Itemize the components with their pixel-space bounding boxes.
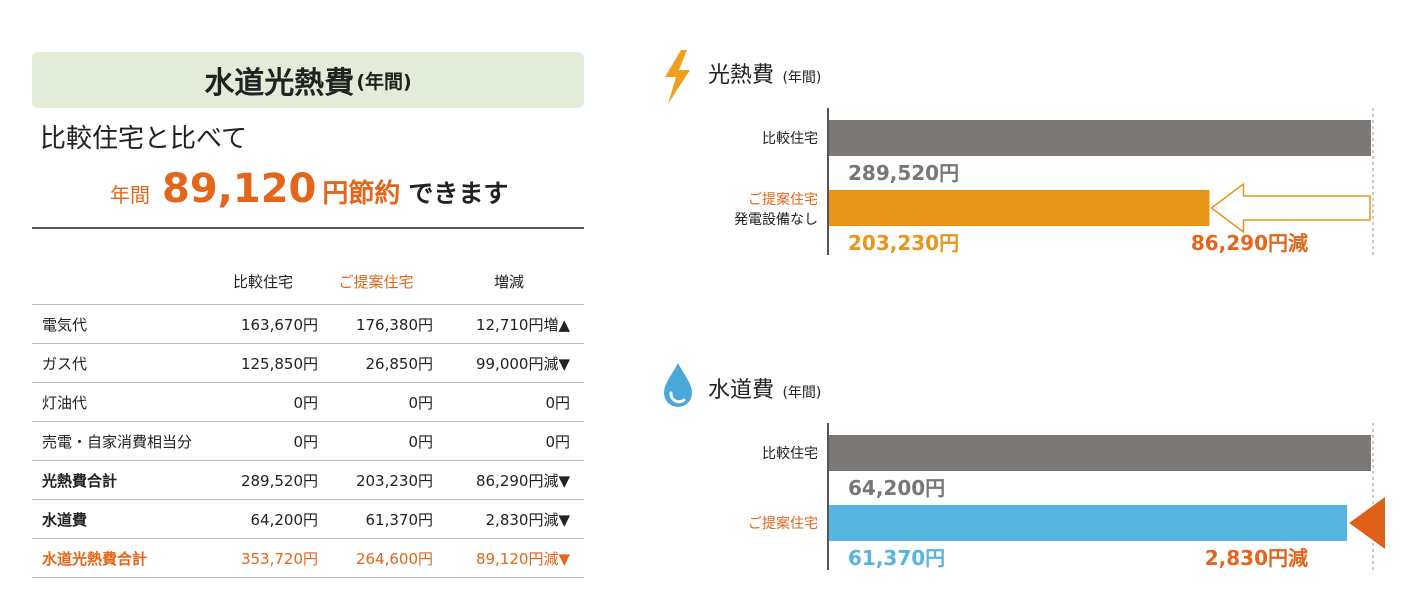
bar-comparison [829,435,1371,471]
category-sublabel: 発電設備なし [734,212,818,228]
savings-line: 年間 89,120 円節約 できます [110,166,508,212]
row-proposed: 0円 [318,421,434,461]
water-drop-icon [664,363,692,407]
row-change: 0円 [434,382,584,422]
summary-title-suffix: (年間) [356,70,412,93]
row-change: 86,290円減▼ [434,460,584,500]
chart-title-suffix: (年間) [778,385,821,401]
value-label: 64,200円 [848,476,945,500]
value-label: 61,370円 [848,546,945,570]
bar-proposed [829,505,1348,541]
table-row: 水道費 64,200円 61,370円 2,830円減▼ [32,499,584,539]
chart-title: 光熱費 (年間) [708,63,821,88]
row-label: 売電・自家消費相当分 [32,421,208,461]
bar-proposed [829,190,1210,226]
savings-unit: 円節約 [322,179,401,209]
savings-suffix: できます [408,179,509,208]
row-change: 2,830円減▼ [434,499,584,539]
row-label: 水道費 [32,499,208,539]
row-change: 99,000円減▼ [434,343,584,383]
header-comparison: 比較住宅 [208,258,318,305]
row-proposed: 176,380円 [318,304,434,344]
table-row: 電気代 163,670円 176,380円 12,710円増▲ [32,304,584,344]
header-change: 増減 [434,258,584,305]
table-row: 光熱費合計 289,520円 203,230円 86,290円減▼ [32,460,584,500]
category-label: 比較住宅 [762,131,818,147]
row-proposed: 61,370円 [318,499,434,539]
row-change: 89,120円減▼ [434,538,584,578]
row-label: 灯油代 [32,382,208,422]
cost-table: 比較住宅 ご提案住宅 増減 電気代 163,670円 176,380円 12,7… [32,258,584,578]
chart-title-suffix: (年間) [778,70,821,86]
summary-subtitle: 比較住宅と比べて [40,124,247,154]
category-label: ご提案住宅 [748,191,818,208]
table-header-row: 比較住宅 ご提案住宅 増減 [32,258,584,305]
difference-arrow [1210,182,1371,234]
row-comparison: 64,200円 [208,499,318,539]
row-proposed: 264,600円 [318,538,434,578]
bar-comparison [829,120,1371,156]
table-row: ガス代 125,850円 26,850円 99,000円減▼ [32,343,584,383]
header-label [32,258,208,305]
row-comparison: 0円 [208,382,318,422]
row-comparison: 0円 [208,421,318,461]
row-label: ガス代 [32,343,208,383]
row-change: 12,710円増▲ [434,304,584,344]
value-label: 203,230円 [848,231,959,255]
row-change: 0円 [434,421,584,461]
value-label: 289,520円 [848,161,959,185]
difference-label: 2,830円減 [1205,546,1308,570]
chart-title-main: 水道費 [708,378,774,403]
table-row: 売電・自家消費相当分 0円 0円 0円 [32,421,584,461]
table-row: 水道光熱費合計 353,720円 264,600円 89,120円減▼ [32,538,584,578]
savings-amount: 89,120 [162,166,317,212]
table-top-rule [32,227,584,229]
row-proposed: 26,850円 [318,343,434,383]
lightning-icon [665,50,690,104]
water-drop-highlight [669,391,686,404]
category-label: ご提案住宅 [748,515,818,532]
row-label: 光熱費合計 [32,460,208,500]
chart-title-main: 光熱費 [708,63,774,88]
row-comparison: 289,520円 [208,460,318,500]
category-label: 比較住宅 [762,446,818,462]
summary-title: 水道光熱費 [204,66,355,101]
table-row: 灯油代 0円 0円 0円 [32,382,584,422]
row-comparison: 163,670円 [208,304,318,344]
row-comparison: 125,850円 [208,343,318,383]
savings-prefix: 年間 [110,183,150,207]
header-proposed: ご提案住宅 [318,258,434,305]
row-label: 水道光熱費合計 [32,538,208,578]
difference-label: 86,290円減 [1191,231,1308,255]
row-comparison: 353,720円 [208,538,318,578]
row-label: 電気代 [32,304,208,344]
row-proposed: 203,230円 [318,460,434,500]
chart-title: 水道費 (年間) [708,378,821,403]
row-proposed: 0円 [318,382,434,422]
difference-triangle [1349,497,1385,549]
summary-header: 水道光熱費 (年間) [32,52,584,108]
